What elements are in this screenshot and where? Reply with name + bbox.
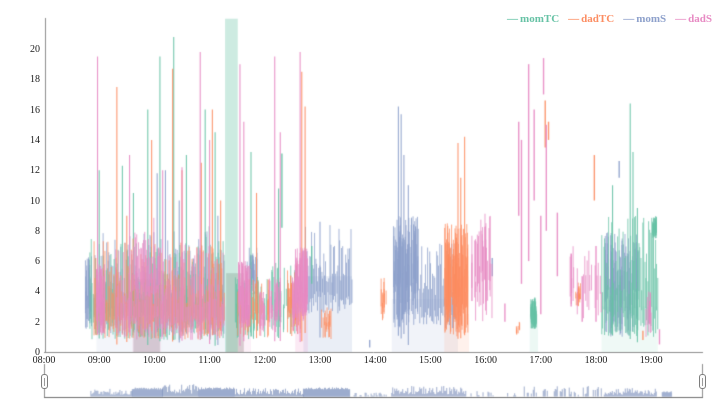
y-tick-label: 2 bbox=[35, 316, 40, 328]
y-tick-label: 4 bbox=[35, 286, 40, 298]
legend-label: momS bbox=[636, 13, 667, 25]
x-tick-label: 16:00 bbox=[474, 355, 497, 366]
x-tick-label: 14:00 bbox=[363, 355, 387, 366]
x-tick-label: 12:00 bbox=[253, 355, 277, 366]
range-slider-left-handle[interactable] bbox=[41, 374, 48, 389]
legend-item-dadS[interactable]: — dadS bbox=[675, 13, 712, 25]
y-tick-label: 12 bbox=[30, 165, 40, 177]
y-tick-label: 6 bbox=[35, 256, 40, 268]
x-tick-label: 10:00 bbox=[143, 355, 166, 366]
x-tick-label: 11:00 bbox=[198, 355, 221, 366]
legend-swatch-icon: — bbox=[568, 13, 579, 25]
y-tick-label: 20 bbox=[30, 44, 40, 55]
y-tick-label: 18 bbox=[30, 74, 40, 86]
legend-swatch-icon: — bbox=[675, 13, 686, 25]
legend-item-momTC[interactable]: — momTC bbox=[507, 13, 559, 25]
legend-label: dadTC bbox=[581, 13, 615, 25]
x-tick-label: 13:00 bbox=[308, 355, 332, 366]
y-tick-label: 14 bbox=[30, 134, 40, 146]
x-tick-label: 17:00 bbox=[529, 355, 553, 366]
y-tick-label: 8 bbox=[35, 225, 40, 237]
legend-item-dadTC[interactable]: — dadTC bbox=[568, 13, 614, 25]
x-tick-label: 09:00 bbox=[87, 355, 111, 366]
legend-label: dadS bbox=[688, 13, 712, 25]
x-tick-label: 08:00 bbox=[32, 355, 56, 366]
x-tick-label: 15:00 bbox=[419, 355, 442, 366]
y-tick-label: 0 bbox=[35, 347, 40, 358]
legend-item-momS[interactable]: — momS bbox=[623, 13, 666, 25]
x-tick-label: 19:00 bbox=[639, 355, 663, 366]
legend-label: momTC bbox=[520, 13, 560, 25]
y-tick-label: 16 bbox=[30, 104, 40, 116]
legend-swatch-icon: — bbox=[507, 13, 518, 25]
x-tick-label: 18:00 bbox=[584, 355, 608, 366]
range-slider-right-handle[interactable] bbox=[699, 374, 706, 389]
legend: — momTC — dadTC — momS — dadS bbox=[507, 13, 712, 25]
y-tick-label: 10 bbox=[30, 195, 40, 207]
legend-swatch-icon: — bbox=[623, 13, 634, 25]
